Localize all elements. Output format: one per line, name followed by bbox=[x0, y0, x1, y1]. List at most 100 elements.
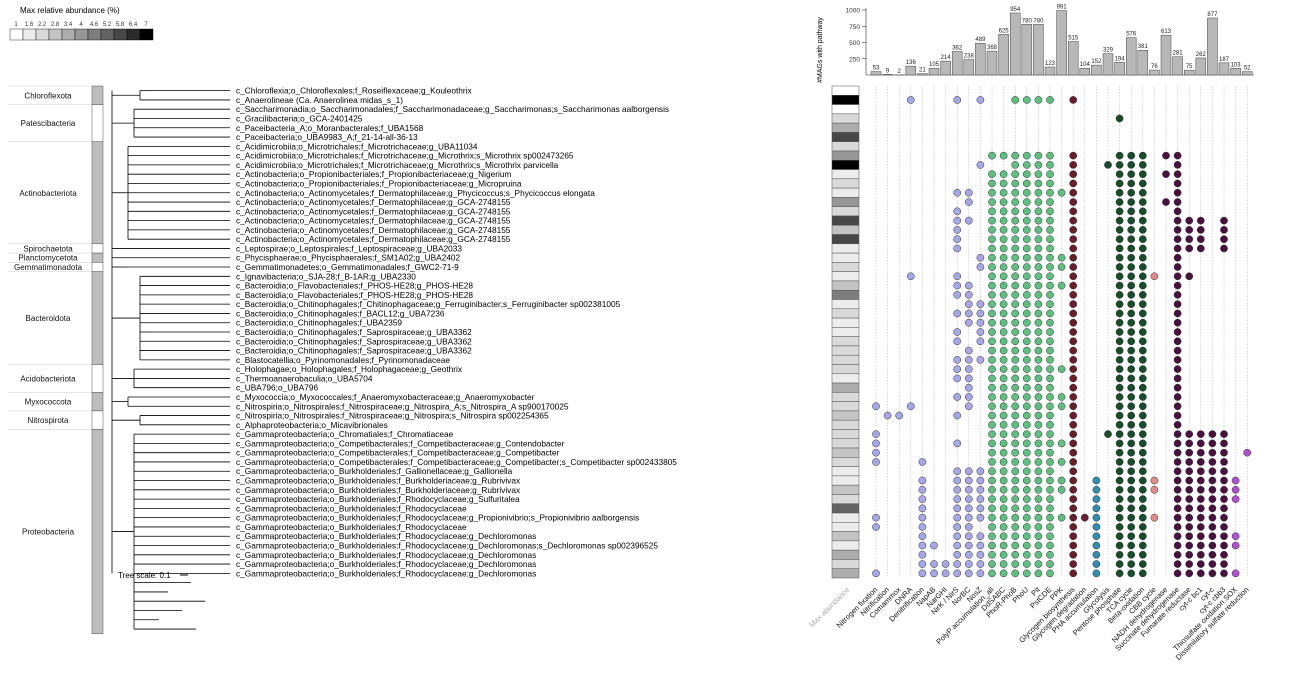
pathway-dot bbox=[1011, 263, 1020, 271]
pathway-dot bbox=[1069, 161, 1078, 169]
pathway-dot bbox=[1138, 430, 1147, 438]
pathway-dot bbox=[1022, 281, 1031, 290]
pathway-dot bbox=[999, 244, 1008, 253]
pathway-dot bbox=[976, 495, 985, 503]
pathway-dot bbox=[1046, 170, 1054, 179]
pathway-dot bbox=[1127, 523, 1136, 531]
pathway-dot bbox=[964, 402, 973, 411]
pathway-dot bbox=[1046, 198, 1054, 206]
pathway-dot bbox=[1127, 309, 1136, 318]
pathway-dot bbox=[1034, 235, 1043, 244]
pathway-dot bbox=[906, 402, 915, 411]
pathway-dot bbox=[1022, 411, 1031, 420]
pathway-dot bbox=[1034, 550, 1043, 559]
pathway-dot bbox=[1034, 448, 1043, 457]
bar bbox=[940, 60, 951, 76]
pathway-dot bbox=[1196, 513, 1205, 522]
pathway-dot bbox=[1138, 476, 1147, 485]
pathway-dot bbox=[999, 253, 1008, 262]
pathway-dot bbox=[1034, 402, 1043, 411]
pathway-dot bbox=[1138, 420, 1147, 429]
pathway-dot bbox=[1022, 374, 1031, 383]
pathway-dot bbox=[1034, 96, 1043, 104]
pathway-dot bbox=[1173, 355, 1182, 364]
pathway-dot bbox=[1011, 216, 1020, 225]
pathway-dot bbox=[999, 188, 1008, 197]
pathway-dot bbox=[1173, 179, 1182, 188]
pathway-dot bbox=[988, 272, 996, 281]
pathway-dot bbox=[988, 504, 996, 513]
pathway-dot bbox=[872, 523, 880, 531]
pathway-dot bbox=[1115, 523, 1124, 531]
pathway-dot bbox=[1069, 430, 1078, 438]
pathway-dot bbox=[953, 272, 962, 281]
pathway-dot bbox=[1138, 226, 1147, 234]
pathway-dot bbox=[1046, 374, 1054, 383]
pathway-dot bbox=[1069, 216, 1078, 225]
pathway-dot bbox=[1092, 569, 1101, 578]
pathway-dot bbox=[1046, 393, 1054, 401]
pathway-dot bbox=[1138, 448, 1147, 457]
pathway-dot bbox=[1173, 439, 1182, 448]
pathway-dot bbox=[999, 523, 1008, 531]
abundance-cell bbox=[831, 494, 860, 504]
pathway-dot bbox=[1138, 485, 1147, 494]
pathway-dot bbox=[1011, 560, 1020, 568]
pathway-dot bbox=[976, 300, 985, 309]
pathway-dot bbox=[964, 309, 973, 318]
pathway-dot bbox=[1138, 374, 1147, 383]
pathway-dot bbox=[964, 560, 973, 568]
abundance-cell bbox=[831, 206, 860, 217]
pathway-dot bbox=[964, 188, 973, 197]
bar-label: 780 bbox=[1033, 18, 1044, 24]
pathway-dot bbox=[1127, 161, 1136, 169]
bar bbox=[1241, 71, 1253, 76]
pathway-dot bbox=[1127, 300, 1136, 309]
y-tick-label: 1000 bbox=[846, 8, 861, 15]
pathway-dot bbox=[1208, 523, 1217, 531]
pathway-dot bbox=[1115, 495, 1124, 503]
pathway-dot bbox=[1022, 318, 1031, 327]
pathway-dot bbox=[1034, 569, 1043, 578]
bar bbox=[1183, 69, 1195, 76]
abundance-cell bbox=[831, 475, 860, 486]
pathway-dot bbox=[1138, 523, 1147, 531]
abundance-cell bbox=[831, 215, 860, 226]
phylum-band bbox=[91, 429, 104, 634]
bar bbox=[1230, 68, 1241, 76]
legend-swatch bbox=[48, 28, 63, 41]
pathway-dot bbox=[988, 439, 996, 448]
pathway-dot bbox=[1034, 430, 1043, 438]
pathway-dot bbox=[1022, 253, 1031, 262]
bar bbox=[1079, 67, 1091, 76]
bar bbox=[870, 71, 882, 76]
bar-label: 362 bbox=[952, 45, 963, 51]
bar bbox=[1009, 12, 1021, 76]
pathway-dot bbox=[988, 420, 996, 429]
abundance-cell bbox=[831, 178, 860, 189]
pathway-dot bbox=[1046, 281, 1054, 290]
pathway-dot bbox=[1034, 504, 1043, 513]
abundance-cell bbox=[831, 392, 860, 402]
pathway-dot bbox=[1034, 476, 1043, 485]
pathway-dot bbox=[1173, 281, 1182, 290]
pathway-dot bbox=[1011, 309, 1020, 318]
pathway-dot bbox=[1173, 458, 1182, 466]
pathway-dot bbox=[1069, 420, 1078, 429]
phylum-band bbox=[91, 271, 104, 365]
pathway-dot bbox=[1115, 272, 1124, 281]
phylum-label: Bacteroidota bbox=[26, 314, 71, 323]
pathway-dot bbox=[1046, 318, 1054, 327]
taxon-label: c_Gammaproteobacteria;o_Competibacterale… bbox=[236, 448, 560, 458]
pathway-dot bbox=[1069, 393, 1078, 401]
pathway-dot bbox=[964, 300, 973, 309]
pathway-dot bbox=[999, 513, 1008, 522]
pathway-dot bbox=[953, 485, 962, 494]
pathway-dot bbox=[1243, 448, 1252, 457]
pathway-dot bbox=[1046, 96, 1054, 104]
pathway-dot bbox=[988, 337, 996, 346]
pathway-dot bbox=[1115, 216, 1124, 225]
pathway-dot bbox=[1022, 170, 1031, 179]
pathway-dot bbox=[941, 569, 950, 578]
bar-label: 214 bbox=[941, 55, 952, 61]
